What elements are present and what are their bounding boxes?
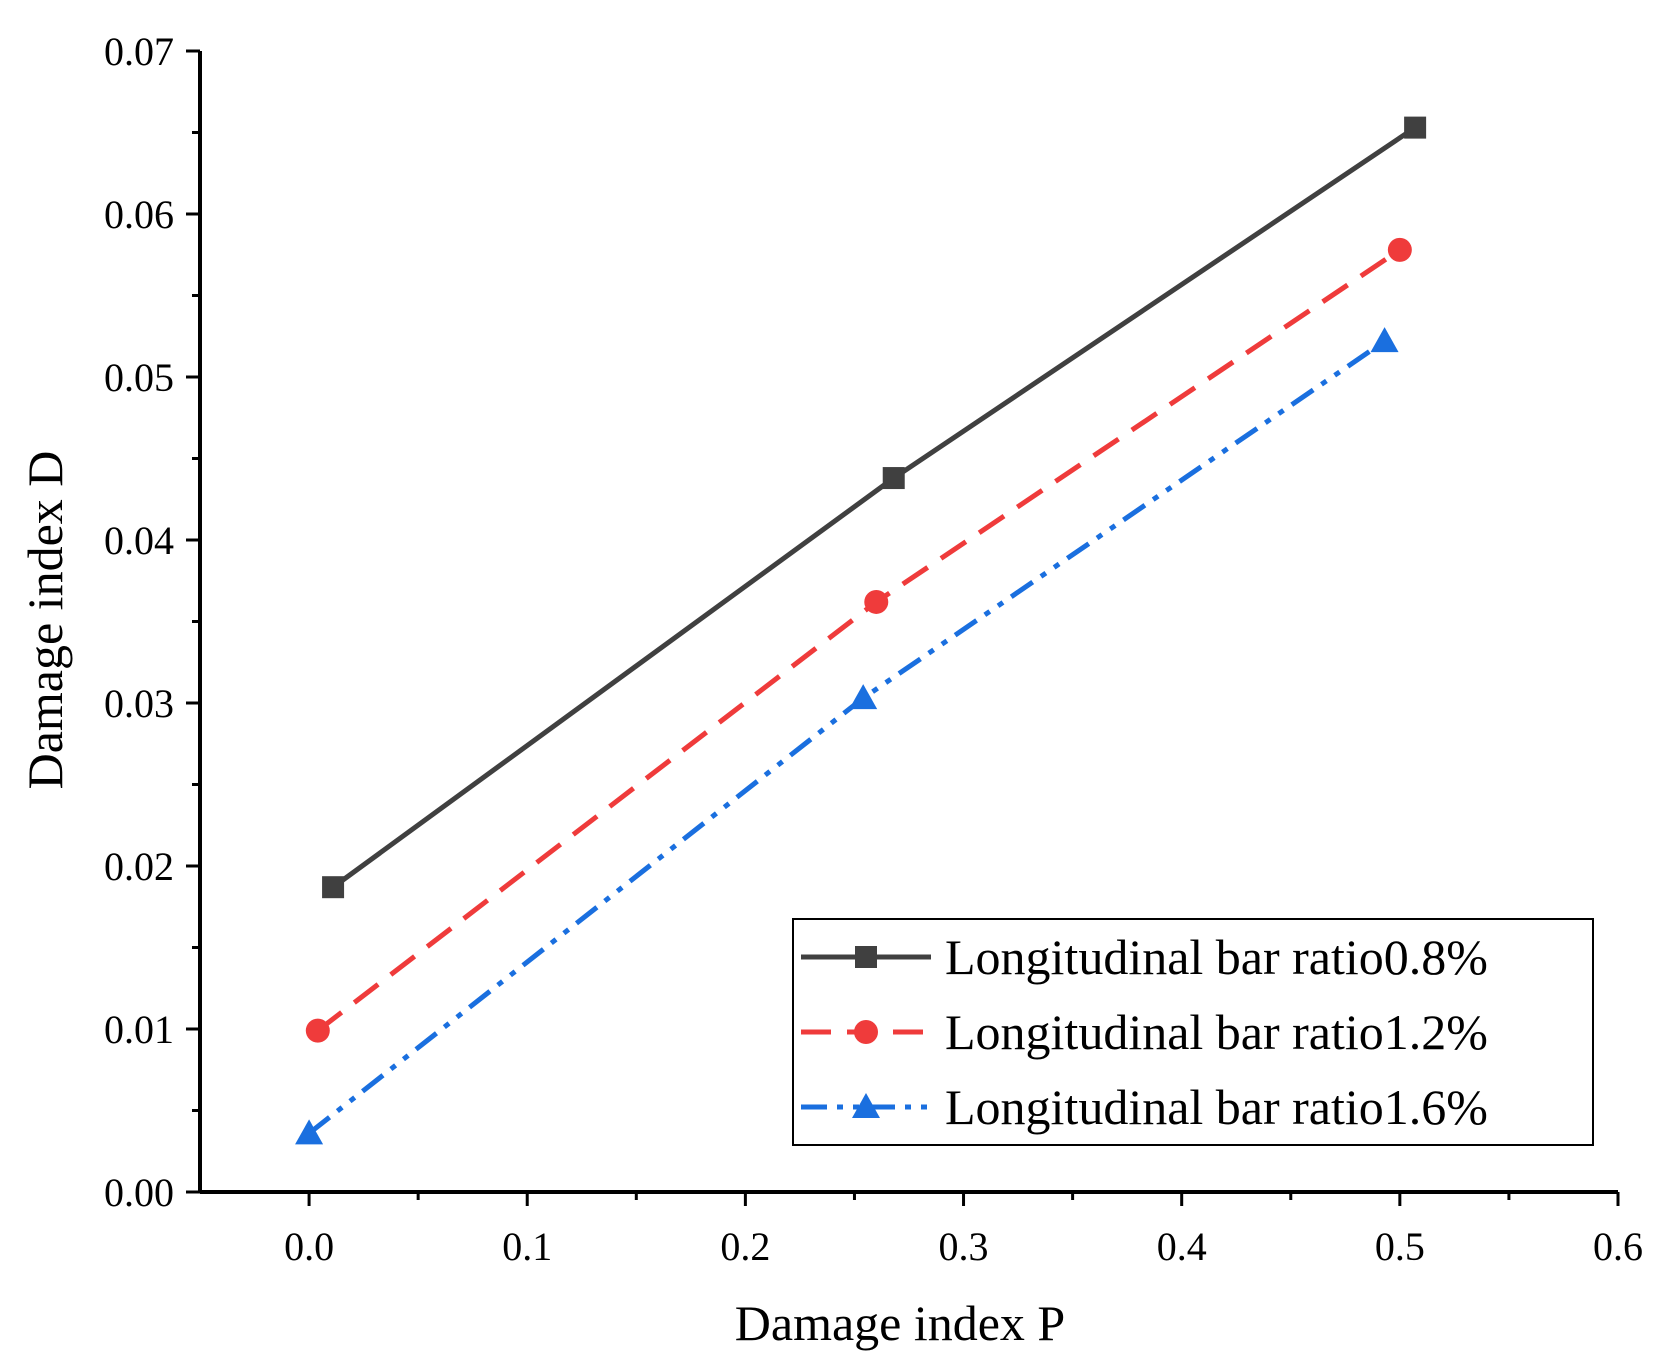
legend-marker-triangle	[852, 1093, 880, 1118]
data-point-circle	[1387, 237, 1412, 262]
data-point-square	[882, 467, 905, 490]
data-point-circle	[864, 589, 889, 614]
axes: 0.0 0.1 0.2 0.3 0.4 0.5 0.6 0.00 0.01 0.02 0.03 0.0…	[104, 29, 1643, 1269]
series-3	[295, 327, 1399, 1145]
data-point-square	[322, 876, 345, 899]
series-layer	[295, 116, 1427, 1145]
series-line	[316, 247, 1402, 1033]
x-tick-label: 0.5	[1375, 1224, 1425, 1269]
y-tick-label: 0.06	[104, 192, 174, 237]
legend-entry-2: Longitudinal bar ratio1.2%	[801, 1004, 1488, 1060]
legend-entry-3: Longitudinal bar ratio1.6%	[801, 1079, 1488, 1135]
y-tick-label: 0.07	[104, 29, 174, 74]
data-point-circle	[305, 1018, 330, 1043]
legend-label: Longitudinal bar ratio0.8%	[945, 929, 1488, 985]
data-point-square	[1404, 116, 1427, 139]
data-point-triangle	[849, 684, 878, 710]
legend-label: Longitudinal bar ratio1.2%	[945, 1004, 1488, 1060]
data-point-triangle	[1370, 327, 1399, 353]
x-tick-label: 0.4	[1157, 1224, 1207, 1269]
y-tick-label: 0.04	[104, 518, 174, 563]
legend-entry-1: Longitudinal bar ratio0.8%	[801, 929, 1488, 985]
x-tick-label: 0.3	[939, 1224, 989, 1269]
y-axis-title: Damage index D	[17, 451, 73, 790]
y-tick-label: 0.02	[104, 844, 174, 889]
x-tick-label: 0.6	[1593, 1224, 1643, 1269]
x-tick-label: 0.0	[284, 1224, 334, 1269]
series-2	[305, 237, 1412, 1043]
data-point-triangle	[295, 1119, 324, 1145]
y-tick-label: 0.00	[104, 1170, 174, 1215]
legend: Longitudinal bar ratio0.8% Longitudinal b…	[792, 918, 1594, 1146]
legend-label: Longitudinal bar ratio1.6%	[945, 1079, 1488, 1135]
series-1	[322, 116, 1427, 899]
y-tick-label: 0.05	[104, 355, 174, 400]
legend-marker-square	[855, 946, 877, 968]
y-tick-label: 0.01	[104, 1007, 174, 1052]
x-tick-label: 0.1	[502, 1224, 552, 1269]
x-tick-label: 0.2	[720, 1224, 770, 1269]
legend-marker-circle	[854, 1020, 878, 1044]
y-tick-label: 0.03	[104, 681, 174, 726]
x-axis-title: Damage index P	[735, 1295, 1065, 1351]
series-line	[331, 125, 1417, 890]
